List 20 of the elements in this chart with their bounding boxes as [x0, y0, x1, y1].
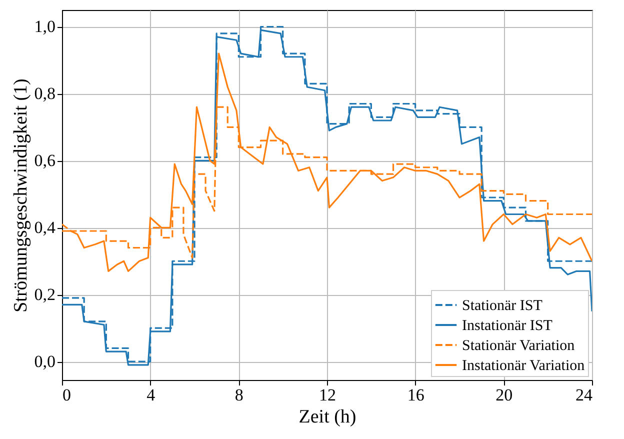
y-tick-label: 0,4 — [34, 218, 56, 238]
x-axis-title: Zeit (h) — [298, 406, 356, 428]
y-axis-title: Strömungsgeschwindigkeit (1) — [10, 78, 32, 312]
line-series — [62, 52, 592, 272]
x-tick-label: 24 — [576, 386, 593, 404]
y-tick-label: 0,6 — [34, 151, 56, 170]
x-tick-label: 20 — [496, 386, 513, 404]
legend-label: Stationär IST — [462, 298, 542, 314]
legend-label: Instationär Variation — [462, 358, 586, 374]
y-tick-label: 0,8 — [34, 84, 56, 104]
x-tick-label: 12 — [319, 386, 336, 404]
x-tick-label: 8 — [234, 386, 244, 404]
x-tick-label: 16 — [407, 386, 424, 404]
x-tick-label: 4 — [146, 386, 156, 404]
legend-label: Instationär IST — [462, 318, 552, 334]
y-tick-label: 0,0 — [34, 352, 56, 372]
y-tick-label: 1,0 — [34, 17, 56, 36]
y-tick-label: 0,2 — [34, 285, 56, 304]
x-tick-label: 0 — [62, 386, 71, 404]
legend-label: Stationär Variation — [462, 338, 576, 354]
